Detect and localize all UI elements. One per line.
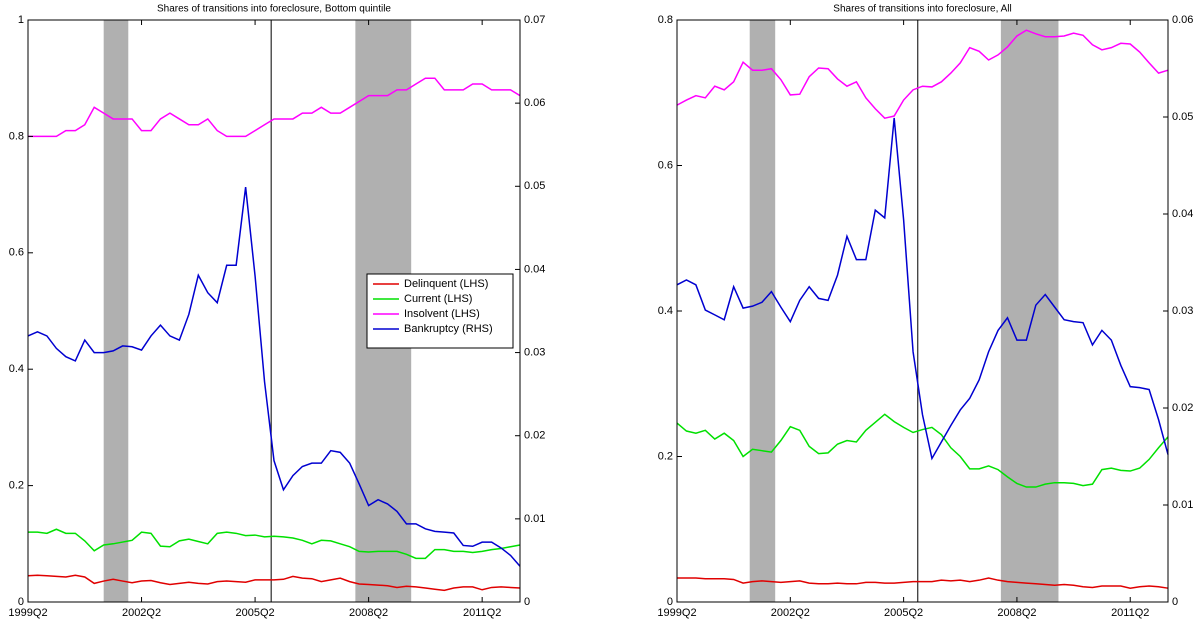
y-tick-label: 0 [18, 596, 24, 608]
x-tick-label: 2008Q2 [349, 607, 388, 619]
series-line [676, 117, 1169, 461]
y2-tick-label: 0.01 [1172, 499, 1193, 511]
y2-tick-label: 0.01 [524, 513, 545, 525]
x-tick-label: 2011Q2 [463, 607, 501, 619]
series-line [676, 413, 1169, 488]
y-tick-label: 0.6 [9, 247, 24, 259]
y2-tick-label: 0.05 [1172, 111, 1193, 123]
x-tick-label: 2011Q2 [1111, 607, 1149, 619]
x-tick-label: 1999Q2 [657, 607, 696, 619]
y-tick-label: 0 [667, 596, 673, 608]
y2-tick-label: 0.06 [524, 97, 545, 109]
legend-label: Delinquent (LHS) [404, 278, 488, 290]
y2-tick-label: 0.03 [524, 346, 545, 358]
x-tick-label: 1999Q2 [8, 607, 47, 619]
y-tick-label: 0.8 [9, 130, 24, 142]
y-tick-label: 0.2 [658, 450, 673, 462]
x-tick-label: 2002Q2 [771, 607, 810, 619]
y2-tick-label: 0 [524, 596, 530, 608]
legend-label: Insolvent (LHS) [404, 308, 480, 320]
y2-tick-label: 0.07 [524, 14, 545, 26]
series-line [27, 187, 521, 567]
x-tick-label: 2005Q2 [884, 607, 923, 619]
x-tick-label: 2002Q2 [122, 607, 161, 619]
recession-band [749, 20, 776, 602]
y2-tick-label: 0.02 [524, 430, 545, 442]
y2-tick-label: 0.04 [524, 263, 545, 275]
legend-box [366, 273, 514, 349]
chart-title: Shares of transitions into foreclosure, … [157, 4, 391, 15]
recession-band [103, 20, 129, 602]
x-tick-label: 2005Q2 [235, 607, 274, 619]
legend-label: Current (LHS) [404, 293, 472, 305]
axes-box [27, 19, 521, 603]
y-tick-label: 0.6 [658, 159, 673, 171]
series-line [28, 528, 521, 560]
legend-label: Bankruptcy (RHS) [404, 323, 493, 335]
y2-tick-label: 0.02 [1172, 402, 1193, 414]
x-tick-label: 2008Q2 [997, 607, 1036, 619]
series-line [28, 77, 521, 138]
series-line [676, 29, 1169, 120]
y-tick-label: 0.4 [658, 305, 673, 317]
chart-title: Shares of transitions into foreclosure, … [833, 4, 1011, 15]
y2-tick-label: 0.05 [524, 180, 545, 192]
y-tick-label: 1 [18, 14, 24, 26]
recession-band [1000, 20, 1059, 602]
y-tick-label: 0.4 [9, 363, 24, 375]
y2-tick-label: 0.03 [1172, 305, 1193, 317]
y2-tick-label: 0 [1172, 596, 1178, 608]
y-tick-label: 0.8 [658, 14, 673, 26]
series-line [27, 574, 521, 592]
y-tick-label: 0.2 [9, 480, 24, 492]
series-line [677, 577, 1169, 589]
y2-tick-label: 0.06 [1172, 14, 1193, 26]
y2-tick-label: 0.04 [1172, 208, 1193, 220]
